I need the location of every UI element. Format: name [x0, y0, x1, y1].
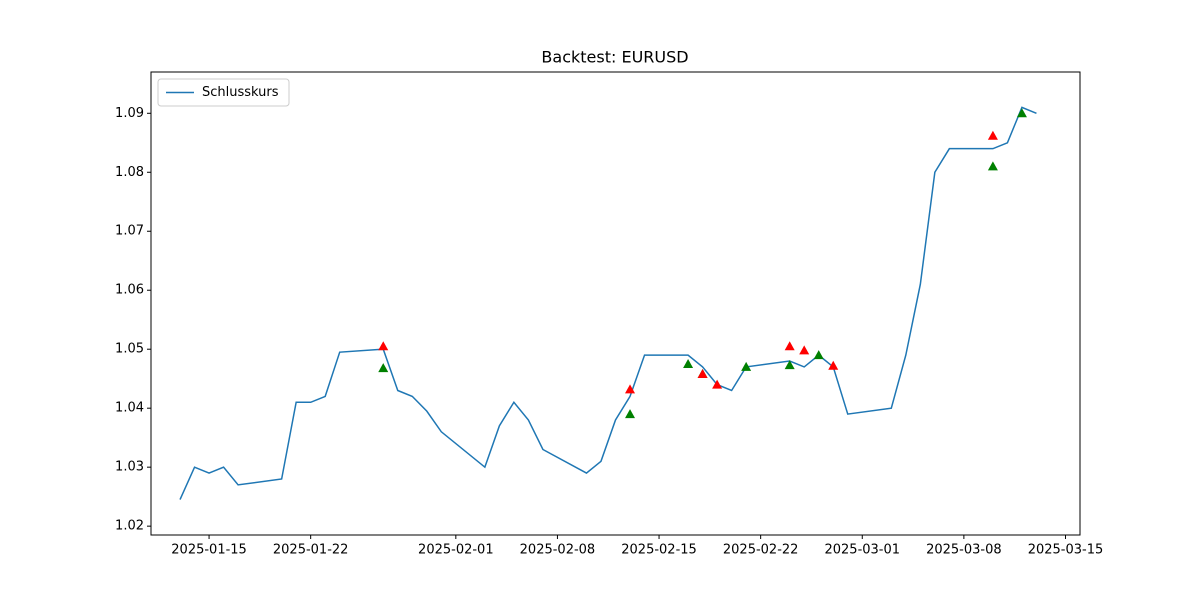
- y-tick-label: 1.09: [115, 106, 144, 121]
- y-tick-label: 1.05: [115, 342, 144, 357]
- x-tick-label: 2025-02-08: [520, 543, 596, 558]
- signal-marker: [712, 379, 723, 389]
- x-tick-label: 2025-03-01: [824, 543, 900, 558]
- legend-label: Schlusskurs: [202, 85, 279, 100]
- signal-marker: [697, 368, 708, 378]
- x-tick-label: 2025-02-15: [621, 543, 697, 558]
- x-tick-label: 2025-01-15: [171, 543, 247, 558]
- signal-marker: [828, 360, 839, 370]
- signal-marker: [625, 384, 636, 394]
- chart-title: Backtest: EURUSD: [541, 48, 688, 67]
- plot-area: [150, 71, 1081, 536]
- signal-marker: [813, 350, 824, 360]
- signal-marker: [987, 130, 998, 140]
- y-tick-label: 1.08: [115, 165, 144, 180]
- x-tick-label: 2025-03-08: [926, 543, 1002, 558]
- signal-marker: [987, 161, 998, 171]
- y-tick-label: 1.06: [115, 283, 144, 298]
- x-tick-label: 2025-01-22: [273, 543, 349, 558]
- signal-marker: [378, 363, 389, 373]
- signal-marker: [784, 341, 795, 351]
- y-tick-label: 1.03: [115, 460, 144, 475]
- signal-marker: [683, 358, 694, 368]
- signal-marker: [625, 409, 636, 419]
- x-tick-label: 2025-03-15: [1028, 543, 1104, 558]
- y-tick-label: 1.07: [115, 224, 144, 239]
- signal-marker: [799, 345, 810, 355]
- series-line: [179, 106, 1037, 500]
- signal-marker: [741, 361, 752, 371]
- signal-marker: [784, 360, 795, 370]
- y-tick-label: 1.02: [115, 519, 144, 534]
- x-tick-label: 2025-02-01: [418, 543, 494, 558]
- signal-marker: [1016, 108, 1027, 118]
- x-tick-label: 2025-02-22: [723, 543, 799, 558]
- y-tick-label: 1.04: [115, 401, 144, 416]
- legend-box: [157, 78, 290, 107]
- signal-marker: [378, 341, 389, 351]
